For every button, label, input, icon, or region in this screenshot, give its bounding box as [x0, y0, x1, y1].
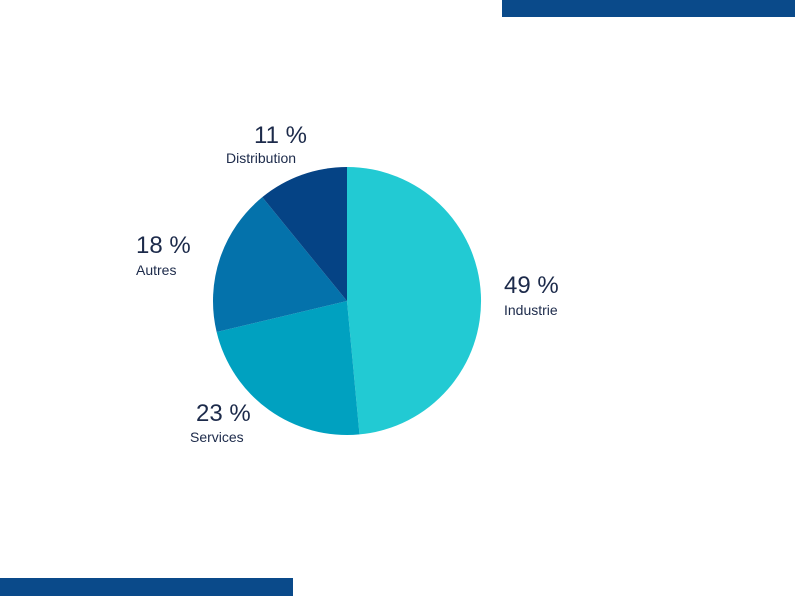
pie-slice-distribution: [262, 167, 347, 301]
slice-value-label-services: 23 %: [196, 400, 251, 427]
slice-value-label-autres: 18 %: [136, 232, 191, 259]
pie-slices: [212, 167, 482, 436]
bottom-accent-bar: [0, 578, 293, 596]
pie-slice-services: [216, 301, 360, 436]
top-accent-bar: [502, 0, 795, 17]
slice-category-label-distribution: Distribution: [226, 150, 296, 166]
pie-slice-autres: [212, 197, 347, 332]
slice-category-label-industrie: Industrie: [504, 302, 558, 318]
slice-value-label-industrie: 49 %: [504, 272, 559, 299]
pie-labels: 49 % Industrie 23 % Services 18 % Autres 11 %D…: [136, 122, 559, 445]
slice-value-label-distribution: 11 %: [254, 122, 307, 149]
slice-category-label-autres: Autres: [136, 262, 176, 278]
slice-category-label-services: Services: [190, 429, 244, 445]
pie-slice-industrie: [347, 167, 482, 435]
